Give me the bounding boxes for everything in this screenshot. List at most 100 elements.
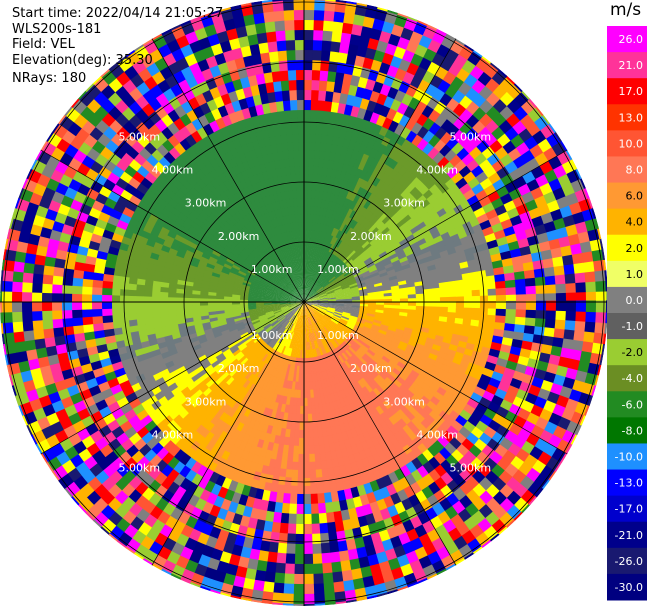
velocity-cell xyxy=(273,217,280,227)
velocity-cell xyxy=(206,259,217,267)
velocity-cell xyxy=(309,213,314,223)
velocity-cell xyxy=(264,30,277,43)
velocity-cell xyxy=(223,374,233,384)
velocity-cell xyxy=(345,273,354,280)
velocity-cell xyxy=(351,241,360,251)
velocity-cell xyxy=(335,112,345,123)
velocity-cell xyxy=(266,91,276,104)
velocity-cell xyxy=(282,277,289,285)
velocity-cell xyxy=(272,321,280,329)
velocity-cell xyxy=(121,206,135,219)
velocity-cell xyxy=(169,243,180,252)
velocity-cell xyxy=(245,244,254,253)
velocity-cell xyxy=(285,312,293,320)
velocity-cell xyxy=(264,292,273,296)
velocity-cell xyxy=(245,213,254,223)
velocity-cell xyxy=(255,270,265,277)
velocity-cell xyxy=(471,49,483,58)
velocity-cell xyxy=(304,295,310,302)
velocity-cell xyxy=(276,335,283,344)
velocity-cell xyxy=(216,315,226,321)
velocity-cell xyxy=(486,280,497,290)
velocity-cell xyxy=(239,377,248,387)
velocity-cell xyxy=(291,271,296,280)
velocity-cell xyxy=(275,252,282,261)
velocity-cell xyxy=(363,181,373,192)
velocity-cell xyxy=(204,350,215,359)
velocity-cell xyxy=(274,234,281,244)
velocity-cell xyxy=(309,289,316,297)
velocity-cell xyxy=(283,310,291,316)
velocity-cell xyxy=(231,164,241,176)
velocity-cell xyxy=(220,346,230,354)
velocity-cell xyxy=(453,37,466,46)
velocity-cell xyxy=(236,162,246,173)
velocity-cell xyxy=(604,268,607,281)
velocity-cell xyxy=(104,259,117,270)
velocity-cell xyxy=(302,19,314,31)
velocity-cell xyxy=(423,296,433,302)
velocity-cell xyxy=(583,259,595,273)
velocity-cell xyxy=(239,197,248,208)
velocity-cell xyxy=(255,298,265,301)
velocity-cell xyxy=(287,299,297,301)
velocity-cell xyxy=(76,245,89,257)
velocity-cell xyxy=(281,99,291,112)
velocity-cell xyxy=(244,234,253,243)
velocity-cell xyxy=(295,79,304,91)
velocity-cell xyxy=(159,306,169,313)
velocity-cell xyxy=(374,197,384,208)
velocity-cell xyxy=(198,259,208,267)
velocity-cell xyxy=(205,216,215,226)
velocity-cell xyxy=(102,273,114,283)
velocity-cell xyxy=(274,287,283,293)
velocity-cell xyxy=(255,349,264,358)
velocity-cell xyxy=(341,283,350,289)
velocity-cell xyxy=(344,181,353,191)
velocity-cell xyxy=(315,285,323,292)
velocity-cell xyxy=(264,260,272,268)
velocity-cell xyxy=(228,252,238,260)
velocity-cell xyxy=(383,175,394,186)
velocity-cell xyxy=(225,257,235,265)
velocity-cell xyxy=(273,253,280,262)
velocity-cell xyxy=(512,262,525,273)
velocity-cell xyxy=(254,395,263,406)
velocity-cell xyxy=(128,398,142,411)
velocity-cell xyxy=(272,293,281,297)
velocity-cell xyxy=(265,289,274,294)
velocity-cell xyxy=(317,256,323,265)
velocity-cell xyxy=(288,247,293,256)
velocity-cell xyxy=(101,280,114,290)
velocity-cell xyxy=(144,317,154,326)
velocity-cell xyxy=(171,374,183,384)
velocity-cell xyxy=(24,252,37,266)
velocity-cell xyxy=(271,264,279,273)
velocity-cell xyxy=(262,71,274,84)
velocity-cell xyxy=(196,393,207,403)
velocity-cell xyxy=(413,249,424,258)
velocity-cell xyxy=(383,165,394,176)
velocity-cell xyxy=(280,207,286,217)
velocity-cell xyxy=(268,366,276,376)
velocity-cell xyxy=(92,316,104,326)
velocity-cell xyxy=(262,222,269,232)
velocity-cell xyxy=(312,19,324,31)
velocity-cell xyxy=(73,332,86,344)
velocity-cell xyxy=(197,334,207,342)
velocity-cell xyxy=(184,403,196,415)
velocity-cell xyxy=(178,138,192,152)
velocity-cell xyxy=(191,309,201,315)
velocity-cell xyxy=(327,293,336,298)
velocity-cell xyxy=(202,219,213,229)
velocity-cell xyxy=(207,295,217,300)
velocity-cell xyxy=(328,217,335,227)
velocity-cell xyxy=(188,16,201,23)
velocity-cell xyxy=(180,194,192,205)
velocity-cell xyxy=(317,288,325,294)
velocity-cell xyxy=(480,55,492,65)
velocity-cell xyxy=(264,293,273,297)
velocity-cell xyxy=(352,221,361,231)
velocity-cell xyxy=(326,289,335,294)
velocity-cell xyxy=(197,476,211,491)
